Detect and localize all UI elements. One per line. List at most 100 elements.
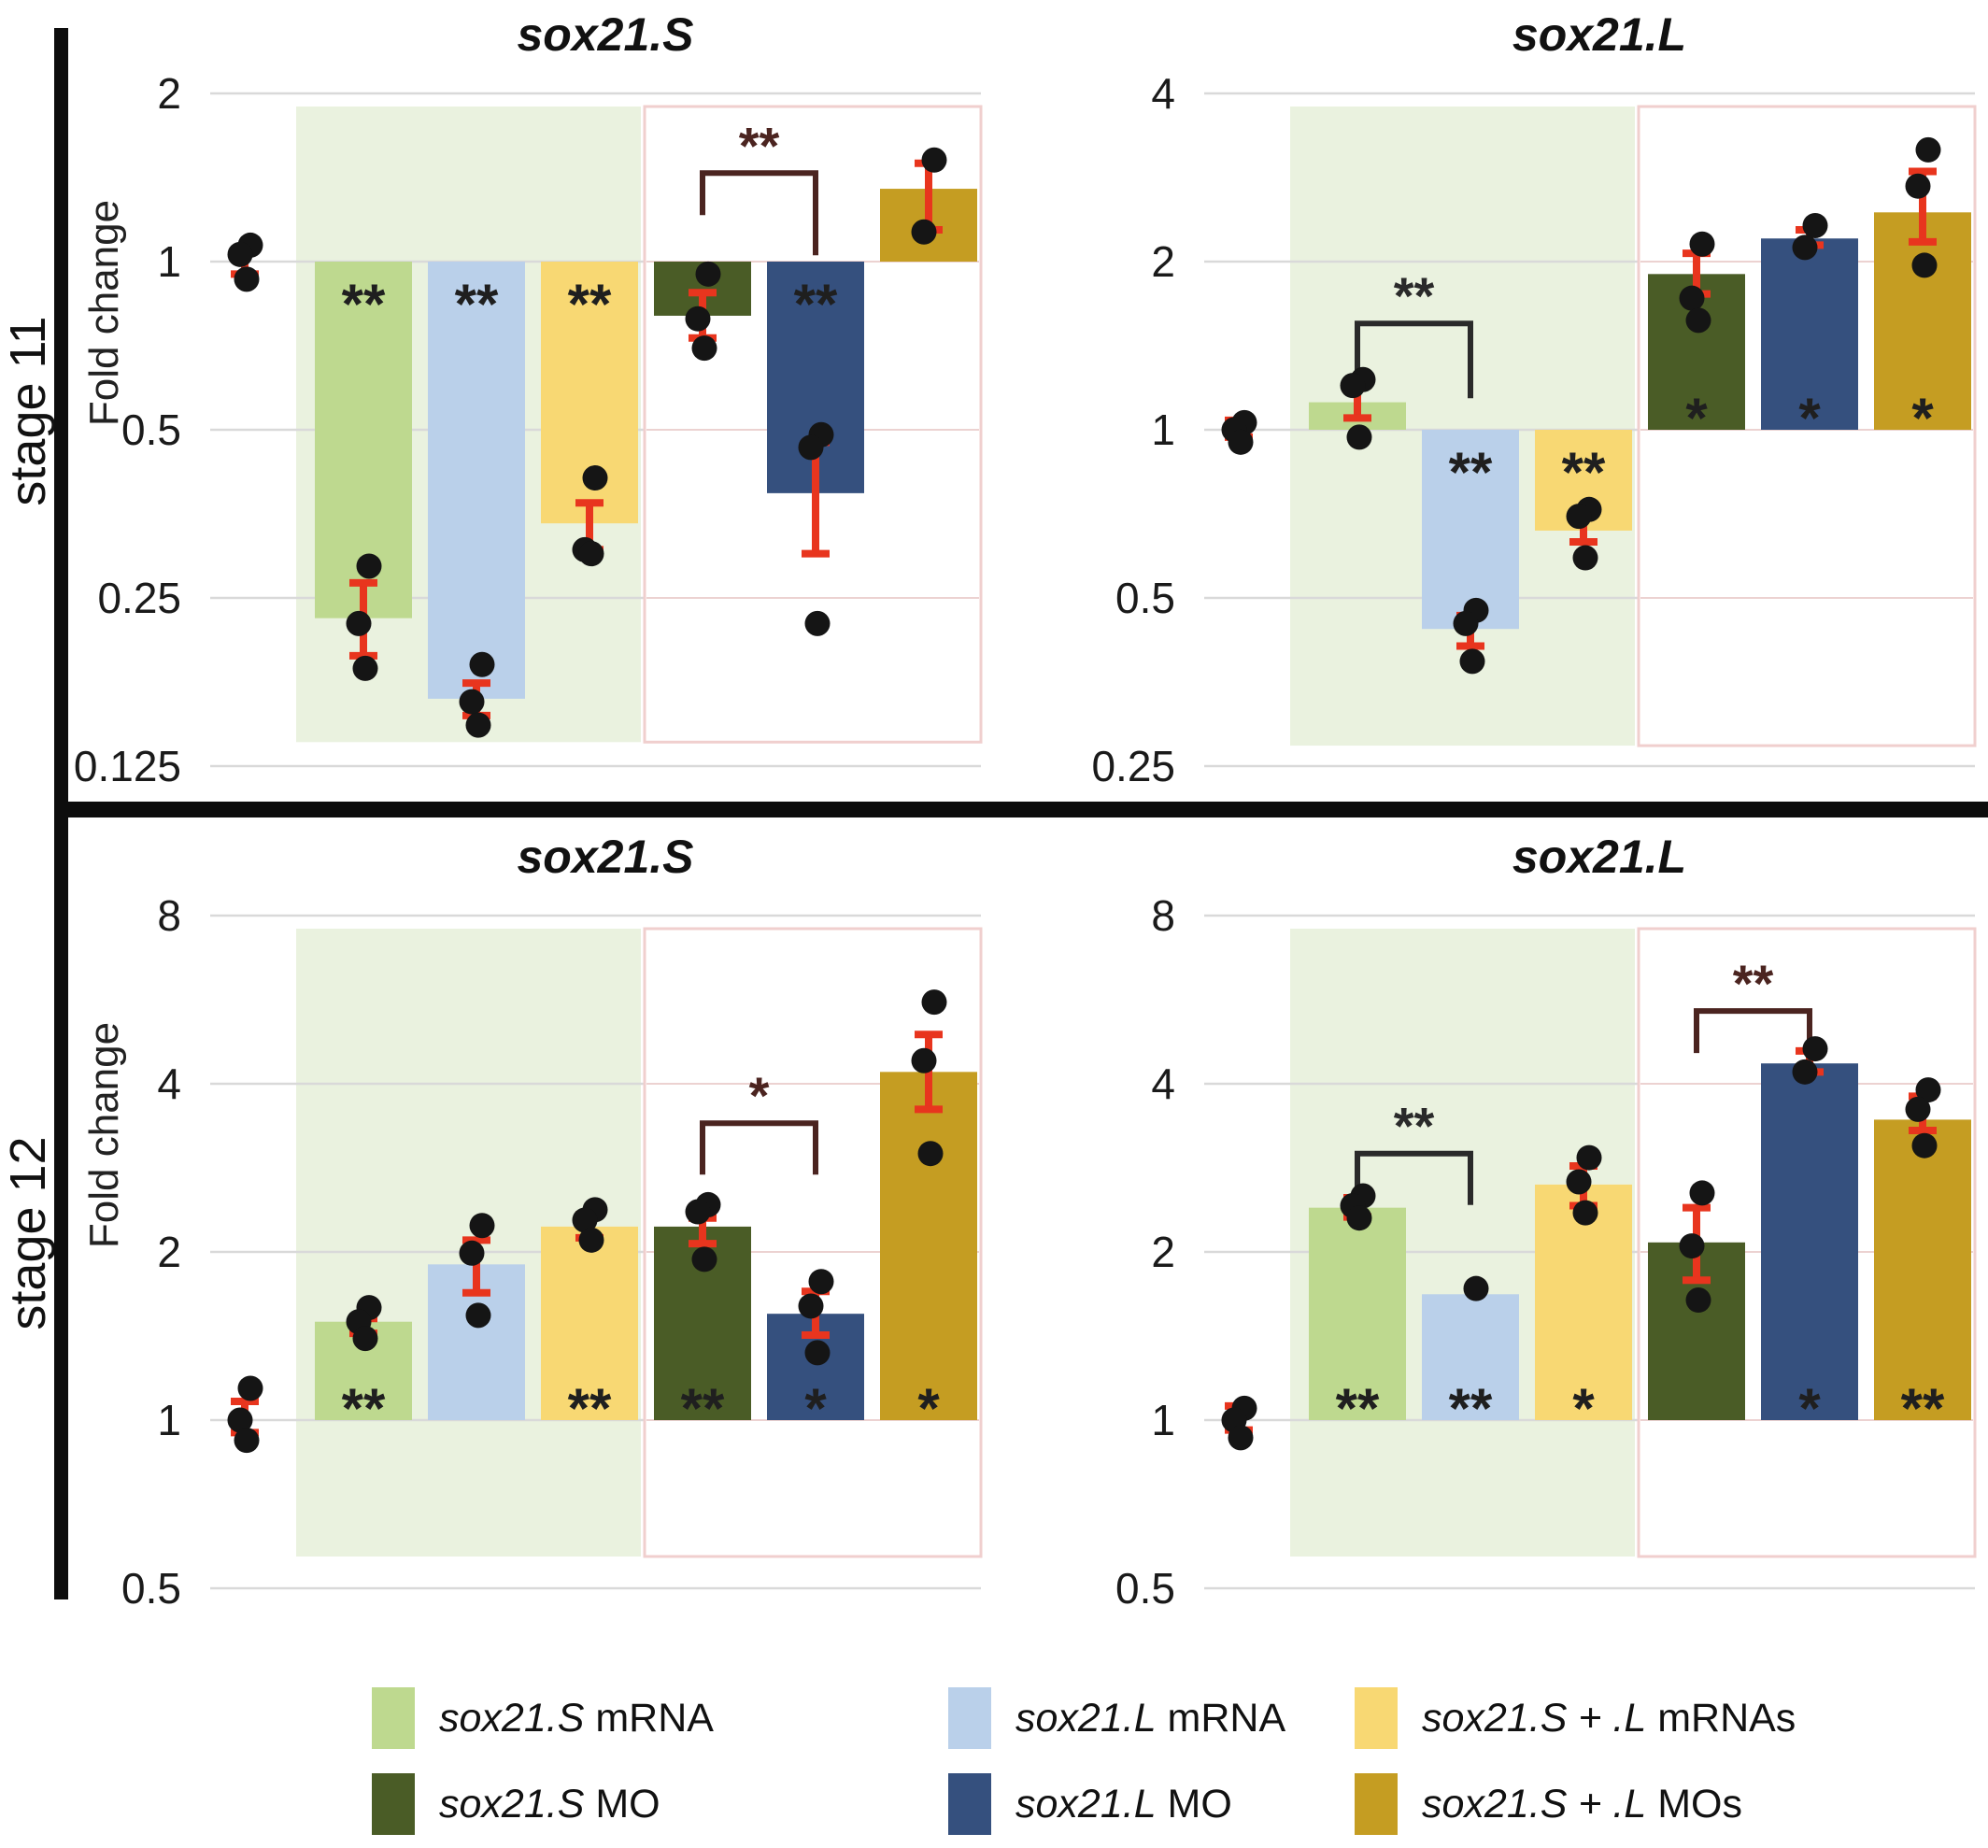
y-tick-label: 4 [1151, 69, 1175, 118]
sig-stars: ** [1901, 1377, 1945, 1440]
legend-item: sox21.S MO [372, 1773, 660, 1835]
legend-suffix: MO [584, 1781, 660, 1827]
data-point [1689, 231, 1715, 257]
stage-divider-rule [54, 802, 1988, 817]
data-point [572, 1207, 598, 1233]
y-tick-label: 2 [1151, 237, 1175, 286]
legend-suffix: mRNA [1156, 1695, 1286, 1741]
sig-stars: * [1572, 1377, 1595, 1440]
legend-gene-name: sox21.S + .L [1422, 1781, 1647, 1827]
legend-gene-name: sox21.L [1015, 1695, 1157, 1741]
y-tick-label: 0.25 [97, 574, 181, 622]
sig-bracket-stars: ** [1733, 954, 1774, 1013]
legend-suffix: mRNA [584, 1695, 714, 1741]
legend-swatch-light_blue [948, 1687, 991, 1749]
data-point [578, 1227, 604, 1253]
data-point [808, 1269, 834, 1295]
data-point [1572, 545, 1598, 571]
bar-sox21.S + .L mRNAs [541, 1226, 638, 1420]
data-point [691, 335, 717, 362]
data-point [1228, 429, 1254, 455]
sig-bracket-stars: ** [1394, 1097, 1435, 1156]
sig-stars: ** [681, 1377, 725, 1440]
data-point [469, 1213, 495, 1239]
data-point [1566, 1169, 1592, 1195]
legend-item: sox21.S + .L mRNAs [1355, 1687, 1796, 1749]
data-point [459, 689, 485, 715]
legend: sox21.S mRNA sox21.L mRNA sox21.S + .L mRN… [0, 1644, 1988, 1848]
data-point [804, 610, 831, 636]
legend-label: sox21.S + .L mRNAs [1422, 1696, 1796, 1741]
data-point [695, 261, 721, 287]
data-point [356, 553, 382, 579]
data-point [1685, 307, 1711, 334]
data-point [1340, 373, 1366, 399]
legend-suffix: mRNAs [1646, 1695, 1796, 1741]
legend-label: sox21.L mRNA [1015, 1696, 1285, 1741]
data-point [1679, 285, 1705, 311]
data-point [578, 541, 604, 567]
data-point [1792, 1059, 1818, 1085]
y-tick-label: 4 [1151, 1059, 1175, 1108]
sig-bracket [1694, 1008, 1812, 1054]
data-point [352, 1326, 378, 1352]
data-point [1911, 252, 1938, 278]
y-tick-label: 0.125 [74, 742, 181, 790]
y-tick-label: 0.5 [121, 1564, 181, 1613]
y-tick-label: 8 [157, 891, 181, 940]
y-tick-label: 4 [157, 1059, 181, 1108]
sig-bracket-stars: * [749, 1066, 770, 1125]
y-tick-label: 1 [1151, 1396, 1175, 1444]
y-tick-label: 0.5 [1115, 1564, 1175, 1613]
sig-stars: ** [1449, 1377, 1493, 1440]
data-point [234, 1428, 260, 1454]
data-point [921, 989, 947, 1016]
data-point [1905, 1096, 1931, 1122]
bar-sox21.L mRNA [428, 262, 525, 699]
legend-swatch-yellow [1355, 1687, 1398, 1749]
legend-item: sox21.S mRNA [372, 1687, 714, 1749]
panel-title: sox21.S [517, 831, 693, 883]
y-tick-label: 1 [1151, 405, 1175, 454]
legend-label: sox21.L MO [1015, 1782, 1232, 1827]
legend-item: sox21.L mRNA [948, 1687, 1285, 1749]
data-point [469, 651, 495, 677]
legend-gene-name: sox21.S + .L [1422, 1695, 1647, 1741]
sig-bracket-stars: ** [1394, 266, 1435, 325]
data-point [1802, 1036, 1828, 1062]
sig-bracket-stars: ** [739, 116, 780, 175]
legend-item: sox21.L MO [948, 1773, 1232, 1835]
y-tick-label: 0.5 [121, 405, 181, 454]
data-point [1228, 1425, 1254, 1451]
data-point [917, 1141, 944, 1167]
panel-title: sox21.L [1512, 831, 1686, 883]
y-tick-label: 2 [1151, 1228, 1175, 1276]
sig-bracket [1355, 1150, 1473, 1205]
data-point [227, 1407, 253, 1433]
y-tick-label: 0.25 [1091, 742, 1175, 790]
data-point [582, 465, 608, 491]
legend-item: sox21.S + .L MOs [1355, 1773, 1742, 1835]
sig-stars: * [1798, 387, 1821, 449]
bar-sox21.L MO [1761, 1063, 1858, 1420]
data-point [346, 610, 372, 636]
sig-stars: ** [342, 273, 386, 335]
y-tick-label: 8 [1151, 891, 1175, 940]
legend-gene-name: sox21.L [1015, 1781, 1157, 1827]
bar-sox21.L MO [1761, 238, 1858, 430]
sig-stars: ** [568, 1377, 612, 1440]
bar-sox21.S + .L MOs [1874, 1119, 1971, 1420]
sig-stars: ** [794, 273, 838, 335]
data-point [1905, 173, 1931, 199]
sig-bracket [1355, 320, 1473, 399]
sig-stars: ** [1562, 441, 1606, 504]
panel-title: sox21.L [1512, 8, 1686, 61]
legend-swatch-light_green [372, 1687, 415, 1749]
data-point [1792, 235, 1818, 261]
legend-swatch-dark_blue [948, 1773, 991, 1835]
data-point [1453, 610, 1479, 636]
y-tick-label: 1 [157, 237, 181, 286]
data-point [1346, 424, 1372, 450]
y-axis-label: Fold change [81, 200, 127, 426]
